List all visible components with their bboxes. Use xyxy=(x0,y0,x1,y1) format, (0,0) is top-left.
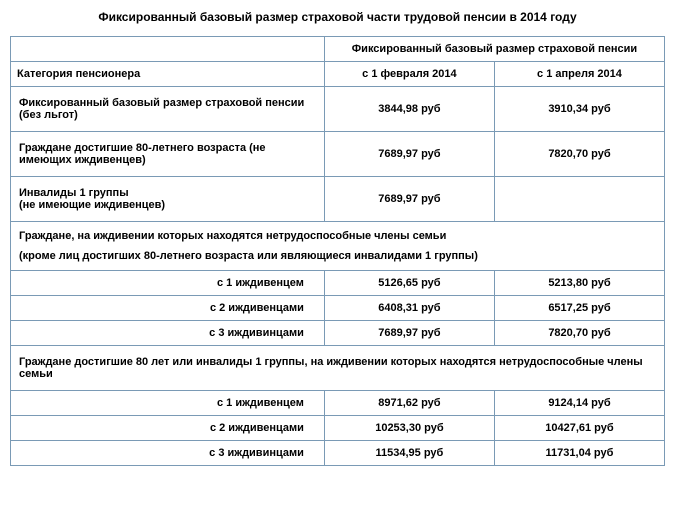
dep3-label: с 3 иждивинцами xyxy=(11,321,325,346)
dep2-apr: 6517,25 руб xyxy=(494,296,664,321)
dep1-apr: 5213,80 руб xyxy=(494,271,664,296)
pension-table: Фиксированный базовый размер страховой п… xyxy=(10,36,665,466)
dep2-1-feb: 8971,62 руб xyxy=(324,391,494,416)
dep1-label: с 1 иждивенцем xyxy=(11,271,325,296)
section2-header: Граждане достигшие 80 лет или инвалиды 1… xyxy=(11,346,665,391)
invalid1-label: Инвалиды 1 группы (не имеющие иждивенцев… xyxy=(11,177,325,222)
page-title: Фиксированный базовый размер страховой ч… xyxy=(10,10,665,24)
apr-header: с 1 апреля 2014 xyxy=(494,62,664,87)
invalid1-feb: 7689,97 руб xyxy=(324,177,494,222)
dep2-2-feb: 10253,30 руб xyxy=(324,416,494,441)
dep2-3-label: с 3 иждивинцами xyxy=(11,441,325,466)
dep2-feb: 6408,31 руб xyxy=(324,296,494,321)
dep2-label: с 2 иждивенцами xyxy=(11,296,325,321)
dep3-apr: 7820,70 руб xyxy=(494,321,664,346)
dep1-feb: 5126,65 руб xyxy=(324,271,494,296)
dep3-feb: 7689,97 руб xyxy=(324,321,494,346)
dep2-1-apr: 9124,14 руб xyxy=(494,391,664,416)
base-apr: 3910,34 руб xyxy=(494,87,664,132)
category-header: Категория пенсионера xyxy=(11,62,325,87)
section1-line2: (кроме лиц достигших 80-летнего возраста… xyxy=(19,250,656,262)
group-header: Фиксированный базовый размер страховой п… xyxy=(324,37,664,62)
section1-line1: Граждане, на иждивении которых находятся… xyxy=(19,230,656,242)
age80-label: Граждане достигшие 80-летнего возраста (… xyxy=(11,132,325,177)
feb-header: с 1 февраля 2014 xyxy=(324,62,494,87)
age80-feb: 7689,97 руб xyxy=(324,132,494,177)
section1-header: Граждане, на иждивении которых находятся… xyxy=(11,222,665,271)
dep2-3-apr: 11731,04 руб xyxy=(494,441,664,466)
base-label: Фиксированный базовый размер страховой п… xyxy=(11,87,325,132)
dep2-2-label: с 2 иждивенцами xyxy=(11,416,325,441)
age80-apr: 7820,70 руб xyxy=(494,132,664,177)
dep2-1-label: с 1 иждивенцем xyxy=(11,391,325,416)
base-feb: 3844,98 руб xyxy=(324,87,494,132)
dep2-2-apr: 10427,61 руб xyxy=(494,416,664,441)
empty-cell xyxy=(11,37,325,62)
dep2-3-feb: 11534,95 руб xyxy=(324,441,494,466)
invalid1-apr xyxy=(494,177,664,222)
